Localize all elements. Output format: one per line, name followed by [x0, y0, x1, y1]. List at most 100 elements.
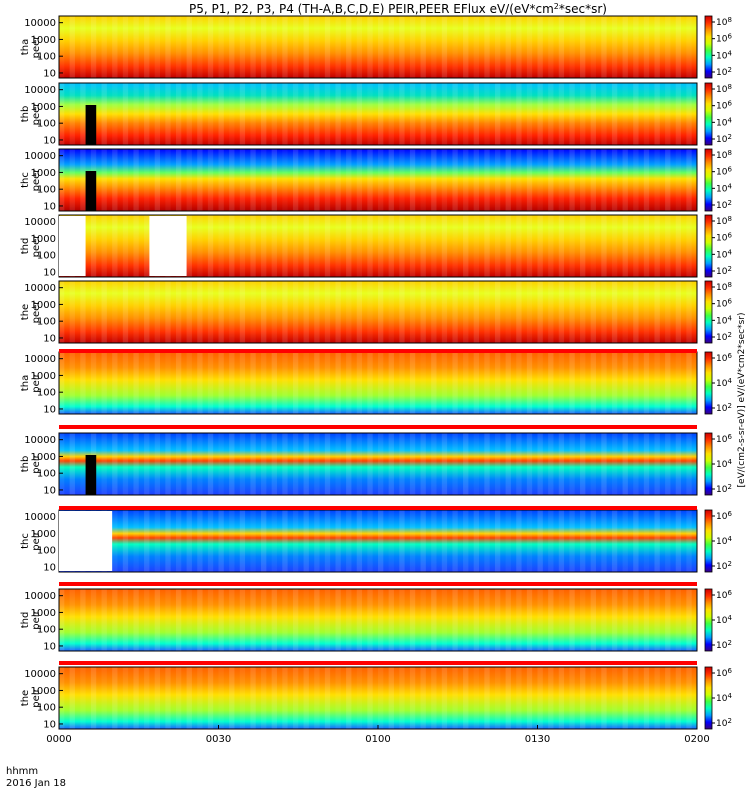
- texture-streak: [112, 433, 118, 495]
- texture-streak: [229, 281, 235, 343]
- texture-streak: [271, 589, 277, 651]
- texture-streak: [537, 16, 543, 78]
- texture-streak: [388, 281, 394, 343]
- texture-streak: [537, 510, 543, 572]
- texture-streak: [282, 83, 288, 145]
- texture-streak: [239, 281, 246, 343]
- texture-streak: [282, 667, 288, 729]
- texture-streak: [80, 589, 86, 651]
- texture-streak: [356, 667, 363, 729]
- texture-streak: [292, 149, 299, 211]
- texture-streak: [239, 433, 246, 495]
- texture-streak: [367, 352, 373, 414]
- texture-streak: [186, 215, 192, 277]
- texture-streak: [292, 281, 299, 343]
- texture-streak: [367, 510, 373, 572]
- texture-streak: [112, 510, 118, 572]
- texture-streak: [665, 83, 671, 145]
- texture-streak: [431, 281, 437, 343]
- texture-streak: [346, 352, 352, 414]
- texture-streak: [569, 215, 575, 277]
- texture-streak: [505, 352, 511, 414]
- texture-streak: [526, 149, 533, 211]
- texture-streak: [229, 83, 235, 145]
- texture-streak: [239, 215, 246, 277]
- texture-streak: [420, 589, 426, 651]
- texture-streak: [154, 16, 161, 78]
- texture-streak: [250, 352, 256, 414]
- texture-streak: [197, 352, 203, 414]
- texture-streak: [611, 16, 618, 78]
- texture-streak: [494, 589, 501, 651]
- texture-streak: [686, 215, 692, 277]
- texture-streak: [633, 589, 639, 651]
- texture-streak: [101, 149, 107, 211]
- panel-label-thd-peer: thdpeer: [20, 234, 42, 258]
- texture-streak: [558, 433, 565, 495]
- texture-streak: [590, 589, 596, 651]
- texture-streak: [516, 667, 522, 729]
- texture-streak: [122, 215, 129, 277]
- texture-streak: [101, 83, 107, 145]
- panel-label-thb-peer: thbpeer: [20, 102, 42, 126]
- texture-streak: [250, 16, 256, 78]
- texture-streak: [207, 667, 214, 729]
- texture-streak: [282, 352, 288, 414]
- texture-streak: [452, 352, 458, 414]
- texture-streak: [335, 352, 341, 414]
- texture-streak: [186, 589, 192, 651]
- texture-streak: [526, 510, 533, 572]
- texture-streak: [558, 149, 565, 211]
- texture-streak: [356, 589, 363, 651]
- texture-streak: [356, 215, 363, 277]
- texture-streak: [441, 281, 448, 343]
- texture-streak: [537, 667, 543, 729]
- saturation-spike: [85, 171, 97, 211]
- texture-streak: [59, 83, 65, 145]
- texture-streak: [207, 215, 214, 277]
- texture-streak: [314, 667, 320, 729]
- texture-streak: [303, 352, 309, 414]
- texture-streak: [59, 281, 65, 343]
- texture-streak: [197, 510, 203, 572]
- texture-streak: [69, 83, 75, 145]
- texture-streak: [324, 215, 331, 277]
- texture-streak: [292, 16, 299, 78]
- texture-streak: [548, 589, 554, 651]
- texture-streak: [399, 510, 405, 572]
- texture-streak: [420, 215, 426, 277]
- texture-streak: [292, 589, 299, 651]
- colorbar-tick-label: 102: [716, 133, 732, 145]
- y-tick-label: 1000: [31, 529, 56, 540]
- texture-streak: [633, 215, 639, 277]
- texture-streak: [101, 667, 107, 729]
- texture-streak: [505, 215, 511, 277]
- texture-streak: [611, 433, 618, 495]
- texture-streak: [112, 215, 118, 277]
- chart-title: P5, P1, P2, P3, P4 (TH-A,B,C,D,E) PEIR,P…: [189, 2, 607, 16]
- texture-streak: [409, 16, 416, 78]
- texture-streak: [186, 510, 192, 572]
- y-tick-label: 100: [37, 469, 56, 480]
- spectrogram-thc-peir: [59, 510, 697, 572]
- texture-streak: [537, 281, 543, 343]
- mode-flag-bar: [59, 425, 697, 429]
- colorbar-tick-label: 104: [716, 458, 732, 470]
- texture-streak: [601, 83, 607, 145]
- texture-streak: [622, 589, 628, 651]
- texture-streak: [580, 510, 586, 572]
- texture-streak: [409, 667, 416, 729]
- texture-streak: [611, 352, 618, 414]
- texture-streak: [261, 16, 267, 78]
- y-tick-label: 10: [43, 562, 56, 573]
- texture-streak: [622, 83, 628, 145]
- texture-streak: [335, 433, 341, 495]
- spectrogram-thb-peer: [59, 83, 697, 145]
- texture-streak: [122, 16, 129, 78]
- texture-streak: [133, 149, 139, 211]
- texture-streak: [378, 149, 384, 211]
- texture-streak: [154, 352, 161, 414]
- texture-streak: [463, 83, 469, 145]
- texture-streak: [548, 281, 554, 343]
- panel-thc-peir: 10 100 1000 10000 thcpeir 106 104 102: [20, 509, 732, 573]
